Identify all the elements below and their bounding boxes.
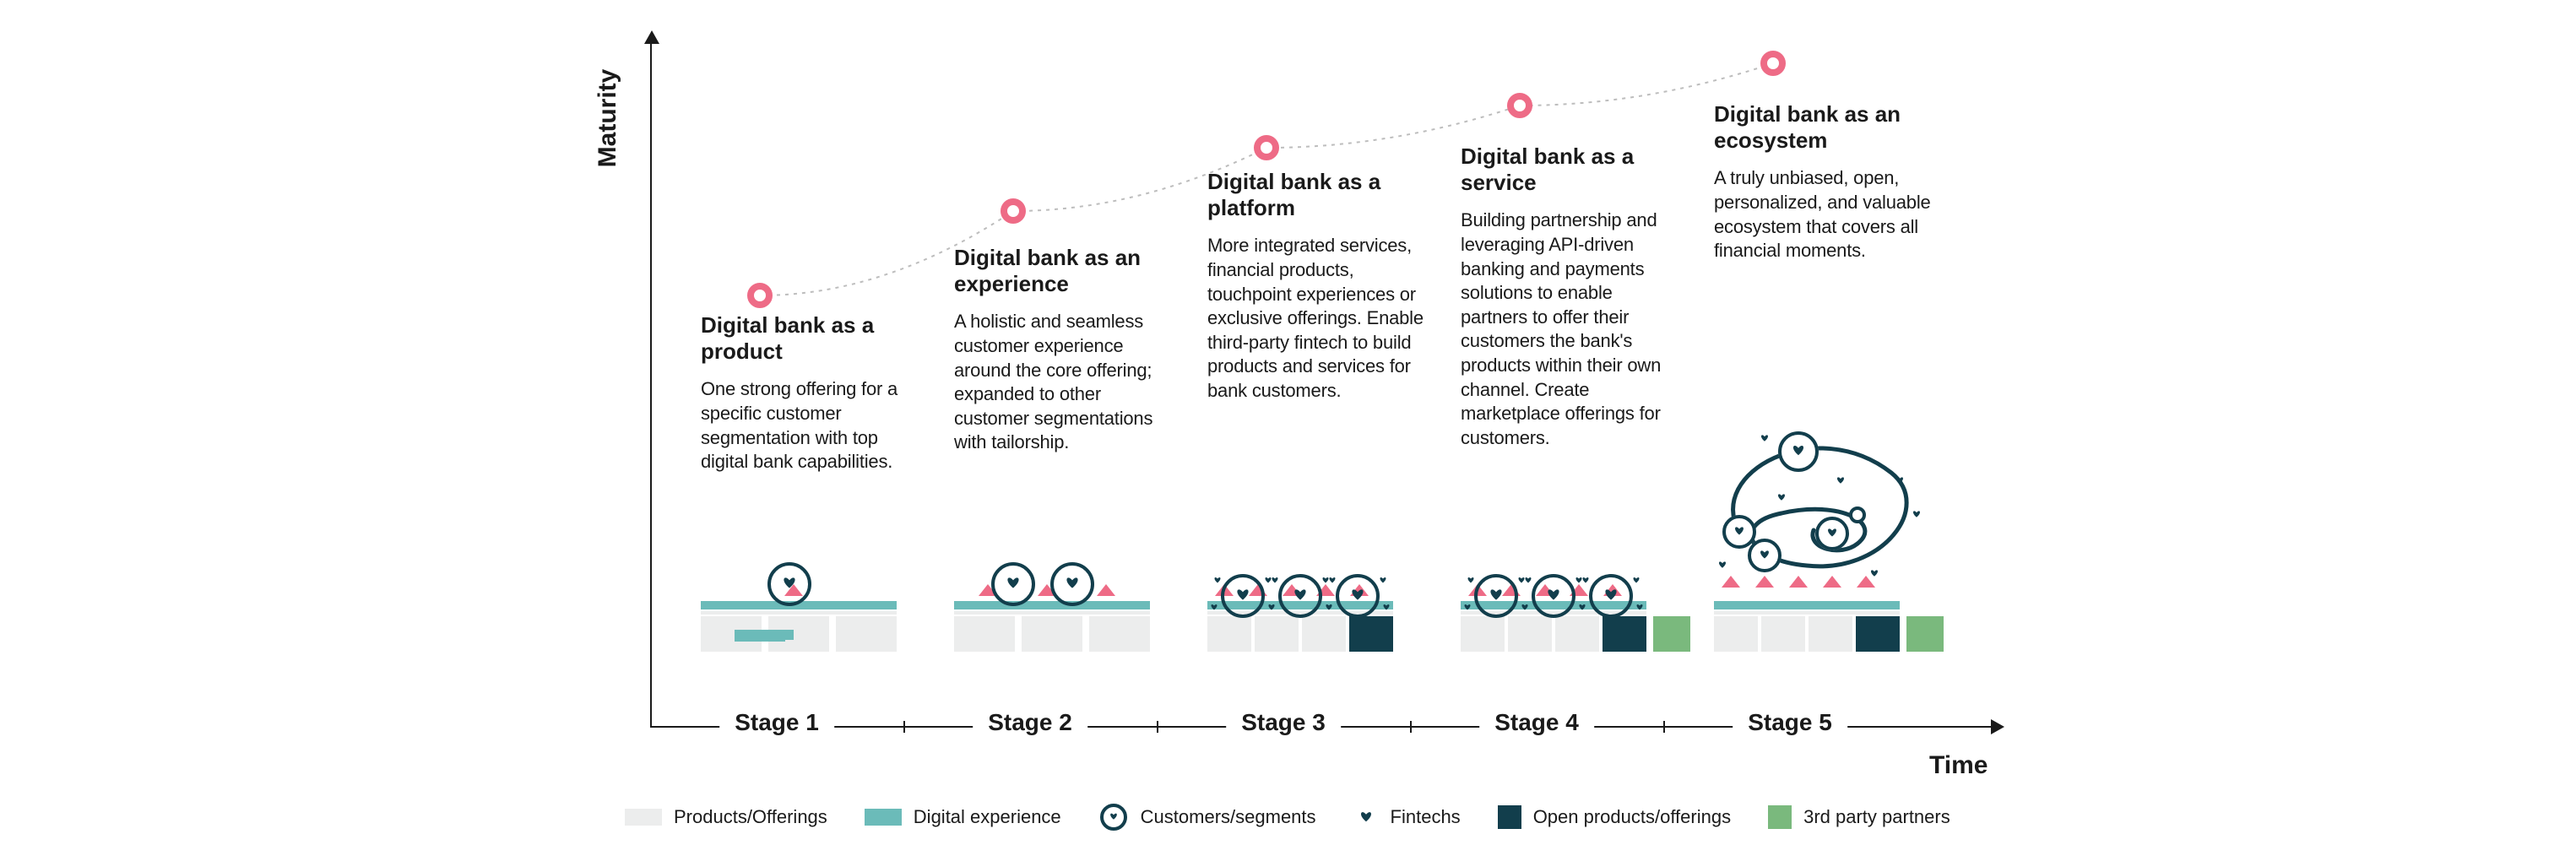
stage-column: Digital bank as a service Building partne…	[1461, 144, 1680, 450]
stage-mini-diagram	[954, 566, 1174, 713]
stage-description: A holistic and seamless customer experie…	[954, 310, 1174, 455]
legend-label: Customers/segments	[1141, 806, 1316, 828]
legend-item: Open products/offerings	[1498, 805, 1731, 829]
stage-description: One strong offering for a specific custo…	[701, 377, 920, 474]
legend-item: 3rd party partners	[1768, 805, 1950, 829]
stage-mini-diagram	[701, 566, 920, 713]
legend-label: 3rd party partners	[1803, 806, 1950, 828]
legend-label: Digital experience	[914, 806, 1061, 828]
legend-item: Fintechs	[1353, 804, 1461, 830]
stage-mini-diagram	[1461, 547, 1680, 695]
stage-mini-diagram	[1207, 547, 1427, 695]
legend-label: Open products/offerings	[1533, 806, 1731, 828]
legend-item: Customers/segments	[1098, 802, 1316, 832]
stage-title: Digital bank as a service	[1461, 144, 1680, 195]
legend-label: Products/Offerings	[674, 806, 827, 828]
stage-title: Digital bank as a platform	[1207, 169, 1427, 220]
y-axis-label: Maturity	[594, 69, 622, 168]
stage-column: Digital bank as a product One strong offe…	[701, 312, 920, 474]
x-axis-label: Time	[1929, 751, 1988, 780]
legend: Products/Offerings Digital experience Cust…	[625, 802, 1950, 832]
stage-axis-label: Stage 3	[1226, 709, 1341, 736]
stage-description: A truly unbiased, open, personalized, an…	[1714, 166, 1933, 263]
stage-column: Digital bank as an experience A holistic …	[954, 245, 1174, 455]
stage-axis-label: Stage 4	[1479, 709, 1594, 736]
legend-item: Products/Offerings	[625, 806, 827, 828]
stage-axis-label: Stage 5	[1733, 709, 1847, 736]
stage-column: Digital bank as an ecosystem A truly unbi…	[1714, 101, 1933, 263]
stage-title: Digital bank as an ecosystem	[1714, 101, 1933, 153]
stage-mini-diagram	[1714, 422, 1933, 680]
stage-description: Building partnership and leveraging API-…	[1461, 209, 1680, 450]
legend-label: Fintechs	[1391, 806, 1461, 828]
stage-title: Digital bank as an experience	[954, 245, 1174, 296]
stage-description: More integrated services, financial prod…	[1207, 234, 1427, 403]
stage-column: Digital bank as a platform More integrate…	[1207, 169, 1427, 404]
legend-item: Digital experience	[865, 806, 1061, 828]
stage-title: Digital bank as a product	[701, 312, 920, 364]
maturity-diagram: Maturity Time Stage 1Digital bank as a p…	[0, 0, 2576, 845]
